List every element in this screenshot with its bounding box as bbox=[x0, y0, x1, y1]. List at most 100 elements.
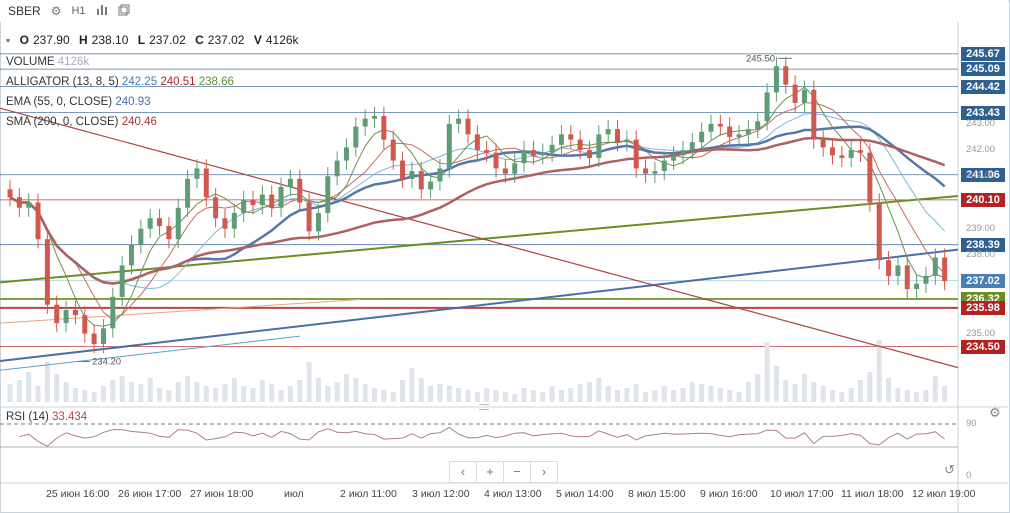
volume-bar bbox=[138, 384, 144, 402]
volume-bar bbox=[465, 390, 471, 402]
volume-bar bbox=[540, 392, 546, 402]
candle-body bbox=[596, 134, 602, 158]
candle-body bbox=[923, 275, 929, 284]
candle-body bbox=[586, 150, 592, 158]
expand-icon[interactable]: ▪ bbox=[6, 33, 11, 47]
volume-bar bbox=[72, 388, 78, 402]
volume-bar bbox=[858, 380, 864, 402]
rsi-line bbox=[19, 426, 946, 447]
rsi-settings-gear-icon[interactable]: ⚙ bbox=[989, 405, 1001, 420]
candle-body bbox=[633, 139, 639, 169]
chart-toolbar: SBER ⚙ H1 bbox=[0, 0, 1008, 22]
volume-indicator-value: 4126k bbox=[57, 56, 90, 68]
timeframe-selector[interactable]: H1 bbox=[71, 5, 86, 17]
scroll-right-button[interactable]: › bbox=[530, 461, 558, 483]
sma-indicator-legend[interactable]: SMA (200, 0, CLOSE) 240.46 bbox=[6, 116, 157, 128]
volume-bar bbox=[315, 378, 321, 402]
price-tag: 241.06 bbox=[961, 167, 1005, 182]
reset-zoom-icon[interactable]: ↺ bbox=[944, 462, 955, 477]
price-tag: 235.98 bbox=[961, 300, 1005, 315]
symbol-label[interactable]: SBER bbox=[8, 4, 41, 18]
time-axis-label: 12 июл 19:00 bbox=[912, 488, 976, 500]
volume-bar bbox=[484, 388, 490, 402]
candle-body bbox=[390, 139, 396, 161]
volume-bar bbox=[923, 390, 929, 402]
rsi-value: 33.434 bbox=[52, 411, 88, 423]
candle-body bbox=[671, 155, 677, 161]
volume-bar bbox=[147, 378, 153, 402]
window-icon-svg bbox=[118, 4, 130, 15]
alligator-lips-value: 238.66 bbox=[198, 76, 234, 88]
pane-resize-handle[interactable] bbox=[479, 404, 489, 410]
green-trendline bbox=[0, 194, 959, 284]
candle-body bbox=[867, 152, 873, 203]
gear-icon[interactable]: ⚙ bbox=[50, 4, 62, 18]
volume-bar bbox=[194, 382, 200, 402]
candle-body bbox=[727, 126, 733, 137]
candle-body bbox=[129, 244, 135, 266]
candle-body bbox=[474, 134, 480, 151]
candle-body bbox=[334, 160, 340, 177]
candle-body bbox=[914, 283, 920, 289]
volume-bar bbox=[615, 390, 621, 402]
volume-bar bbox=[428, 386, 434, 402]
candle-body bbox=[502, 168, 508, 174]
candle-body bbox=[287, 178, 293, 187]
price-tag: 234.50 bbox=[961, 339, 1005, 354]
volume-bar bbox=[717, 388, 723, 402]
close-label: C bbox=[195, 33, 204, 47]
volume-bar bbox=[166, 390, 172, 402]
volume-bar bbox=[446, 386, 452, 402]
candle-body bbox=[605, 129, 611, 135]
price-tag: 238.39 bbox=[961, 237, 1005, 252]
candle-body bbox=[773, 66, 779, 93]
volume-bar bbox=[512, 394, 518, 402]
red-trendline bbox=[0, 107, 959, 369]
volume-indicator-legend[interactable]: VOLUME 4126k bbox=[6, 56, 89, 68]
price-tag: 244.42 bbox=[961, 79, 1005, 94]
volume-bar bbox=[848, 388, 854, 402]
volume-bar bbox=[521, 388, 527, 402]
close-value: 237.02 bbox=[207, 33, 245, 47]
zoom-out-button[interactable]: − bbox=[503, 461, 531, 483]
volume-bar bbox=[596, 378, 602, 402]
rsi-legend[interactable]: RSI (14) 33.434 bbox=[6, 411, 87, 423]
candle-body bbox=[839, 155, 845, 158]
volume-bar bbox=[306, 362, 312, 402]
scroll-left-button[interactable]: ‹ bbox=[449, 461, 477, 483]
candle-body bbox=[278, 186, 284, 208]
price-tag: 243.43 bbox=[961, 105, 1005, 120]
time-axis-label: 27 июн 18:00 bbox=[190, 488, 254, 500]
candle-body bbox=[895, 265, 901, 276]
price-axis-tick: 243.00 bbox=[966, 117, 996, 129]
candle-body bbox=[418, 171, 424, 190]
candle-body bbox=[493, 152, 499, 169]
candle-body bbox=[166, 226, 172, 240]
candle-body bbox=[820, 139, 826, 148]
time-axis-label: 2 июл 11:00 bbox=[340, 488, 397, 500]
candle-body bbox=[325, 176, 331, 213]
volume-value: 4126k bbox=[265, 33, 299, 47]
volume-bar bbox=[362, 384, 368, 402]
ema-indicator-name: EMA (55, 0, CLOSE) bbox=[6, 96, 113, 108]
volume-bar bbox=[558, 390, 564, 402]
window-icon[interactable] bbox=[118, 4, 130, 19]
volume-bar bbox=[343, 374, 349, 402]
volume-bar bbox=[278, 390, 284, 402]
volume-bar bbox=[16, 380, 22, 402]
rsi-axis-top: 90 bbox=[966, 418, 977, 429]
bars-icon[interactable] bbox=[96, 4, 108, 18]
zoom-in-button[interactable]: + bbox=[476, 461, 504, 483]
ema-indicator-legend[interactable]: EMA (55, 0, CLOSE) 240.93 bbox=[6, 96, 151, 108]
volume-bar bbox=[680, 388, 686, 402]
alligator-indicator-legend[interactable]: ALLIGATOR (13, 8, 5) 242.25 240.51 238.6… bbox=[6, 76, 234, 88]
volume-bar bbox=[474, 392, 480, 402]
time-axis-label: 3 июл 12:00 bbox=[412, 488, 470, 500]
candle-body bbox=[736, 134, 742, 137]
volume-bar bbox=[241, 386, 247, 402]
alligator-jaw-value: 242.25 bbox=[121, 76, 158, 88]
price-chart[interactable]: 245.50 234.20 bbox=[0, 22, 1010, 513]
high-value: 238.10 bbox=[91, 33, 129, 47]
volume-bar bbox=[287, 386, 293, 402]
candle-body bbox=[904, 265, 910, 289]
